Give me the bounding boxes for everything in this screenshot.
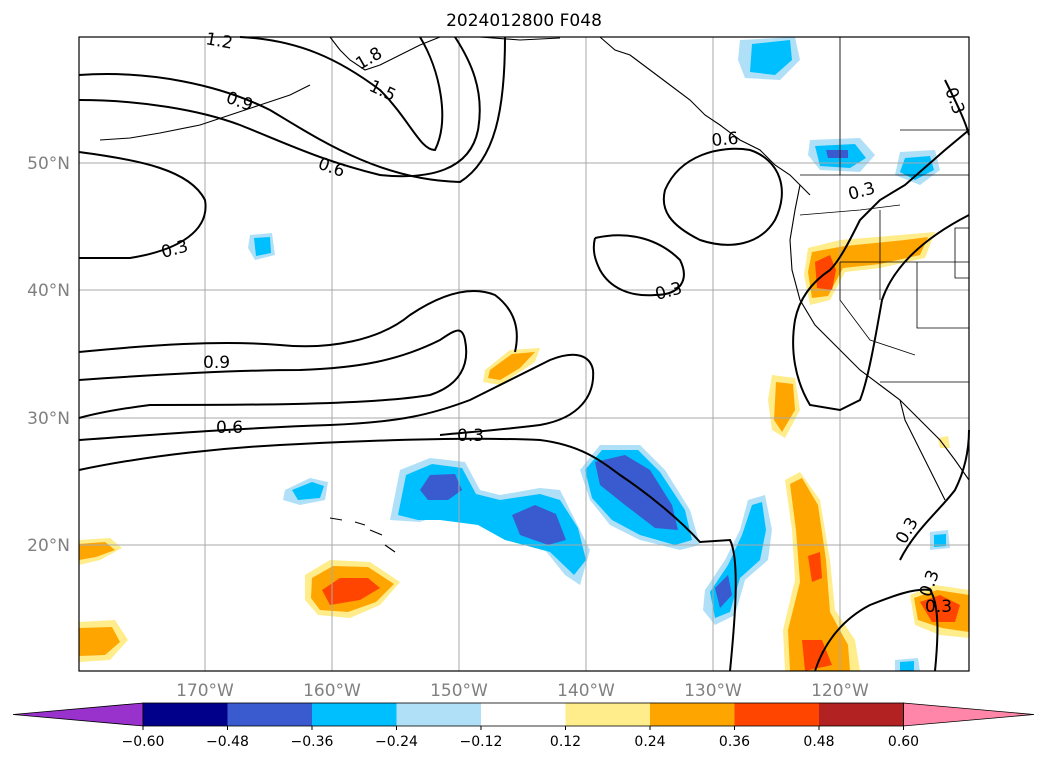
contour-5 [662,147,783,246]
colorbar-segment [481,703,566,726]
colorbar: −0.60 −0.48 −0.36 −0.24 −0.12 0.12 0.24 0.36 0.4… [12,702,1035,750]
colorbar-segment [565,703,651,726]
contour-10 [78,353,595,441]
colorbar-tick-label: −0.48 [206,734,249,750]
contour-label-0-6-bc: 0.6 [711,129,740,151]
contour-1 [78,36,506,184]
lon-tick-170w: 170°W [176,681,234,701]
gridlines [79,37,969,671]
contour-label-0-3-se3: 0.3 [925,597,952,617]
lat-tick-50n: 50°N [27,154,70,174]
contour-label-0-6-south: 0.6 [216,418,243,438]
colorbar-tick-label: 0.12 [550,734,581,750]
colorbar-outline [142,702,904,727]
longitude-axis: 170°W 160°W 150°W 140°W 130°W 120°W [176,681,869,701]
contour-6 [592,234,685,297]
contours [78,36,970,672]
border-canada [839,37,969,175]
coast-alaska [329,36,811,196]
colorbar-segment [396,703,482,726]
coast-aleutians [99,84,311,141]
map-frame [78,36,970,672]
colorbar-tick-label: −0.12 [460,734,503,750]
shaded-fields [79,37,969,671]
contour-13 [899,429,970,561]
contour-8 [78,290,518,353]
contour-label-1-2: 1.2 [204,29,234,53]
lon-tick-140w: 140°W [557,681,615,701]
contour-9 [78,329,468,419]
coast-west-us [789,184,970,481]
contour-4 [78,151,207,259]
contour-3 [239,36,444,152]
lon-tick-150w: 150°W [430,681,488,701]
latitude-axis: 20°N 30°N 40°N 50°N [27,154,70,556]
lon-tick-160w: 160°W [303,681,361,701]
coastlines [99,36,970,553]
contour-14 [944,79,970,136]
contour-11 [78,437,737,672]
colorbar-tick-label: −0.24 [375,734,418,750]
lat-tick-40n: 40°N [27,281,70,301]
colorbar-segment [734,703,820,726]
contour-12 [814,588,939,672]
colorbar-tick-label: −0.36 [291,734,334,750]
lat-tick-20n: 20°N [27,536,70,556]
colorbar-segment [650,703,735,726]
contour-7 [792,129,970,412]
colorbar-extend-high [903,702,1035,727]
colorbar-tick-label: 0.60 [888,734,919,750]
lat-tick-30n: 30°N [27,409,70,429]
coast-baja [899,399,946,501]
map-title: 2024012800 F048 [446,11,602,31]
colorbar-tick-label: −0.60 [122,734,165,750]
colorbar-tick-label: 0.24 [634,734,665,750]
colorbar-segment [143,703,228,726]
colorbar-tick-label: 0.36 [719,734,750,750]
contour-label-0-9-south: 0.9 [203,353,230,373]
colorbar-segment [227,703,313,726]
colorbar-segment [312,703,397,726]
colorbar-extend-low [12,702,144,727]
colorbar-segment [819,703,904,726]
coast-hawaii [329,517,396,553]
contour-label-0-3-south: 0.3 [457,426,484,446]
lon-tick-130w: 130°W [684,681,742,701]
colorbar-tick-label: 0.48 [803,734,834,750]
contour-2 [78,36,481,178]
lon-tick-120w: 120°W [811,681,869,701]
